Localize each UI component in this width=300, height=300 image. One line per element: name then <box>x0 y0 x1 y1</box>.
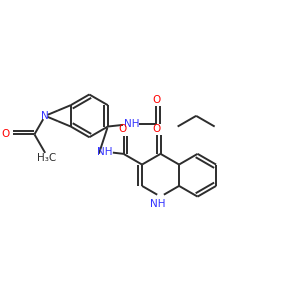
Text: NH: NH <box>124 119 140 129</box>
Text: NH: NH <box>150 199 165 209</box>
Text: O: O <box>2 129 10 140</box>
Text: H₃C: H₃C <box>37 153 56 163</box>
Text: NH: NH <box>97 147 112 157</box>
Text: O: O <box>152 95 160 105</box>
Text: O: O <box>118 124 127 134</box>
Text: N: N <box>41 111 49 121</box>
Text: O: O <box>152 124 160 134</box>
